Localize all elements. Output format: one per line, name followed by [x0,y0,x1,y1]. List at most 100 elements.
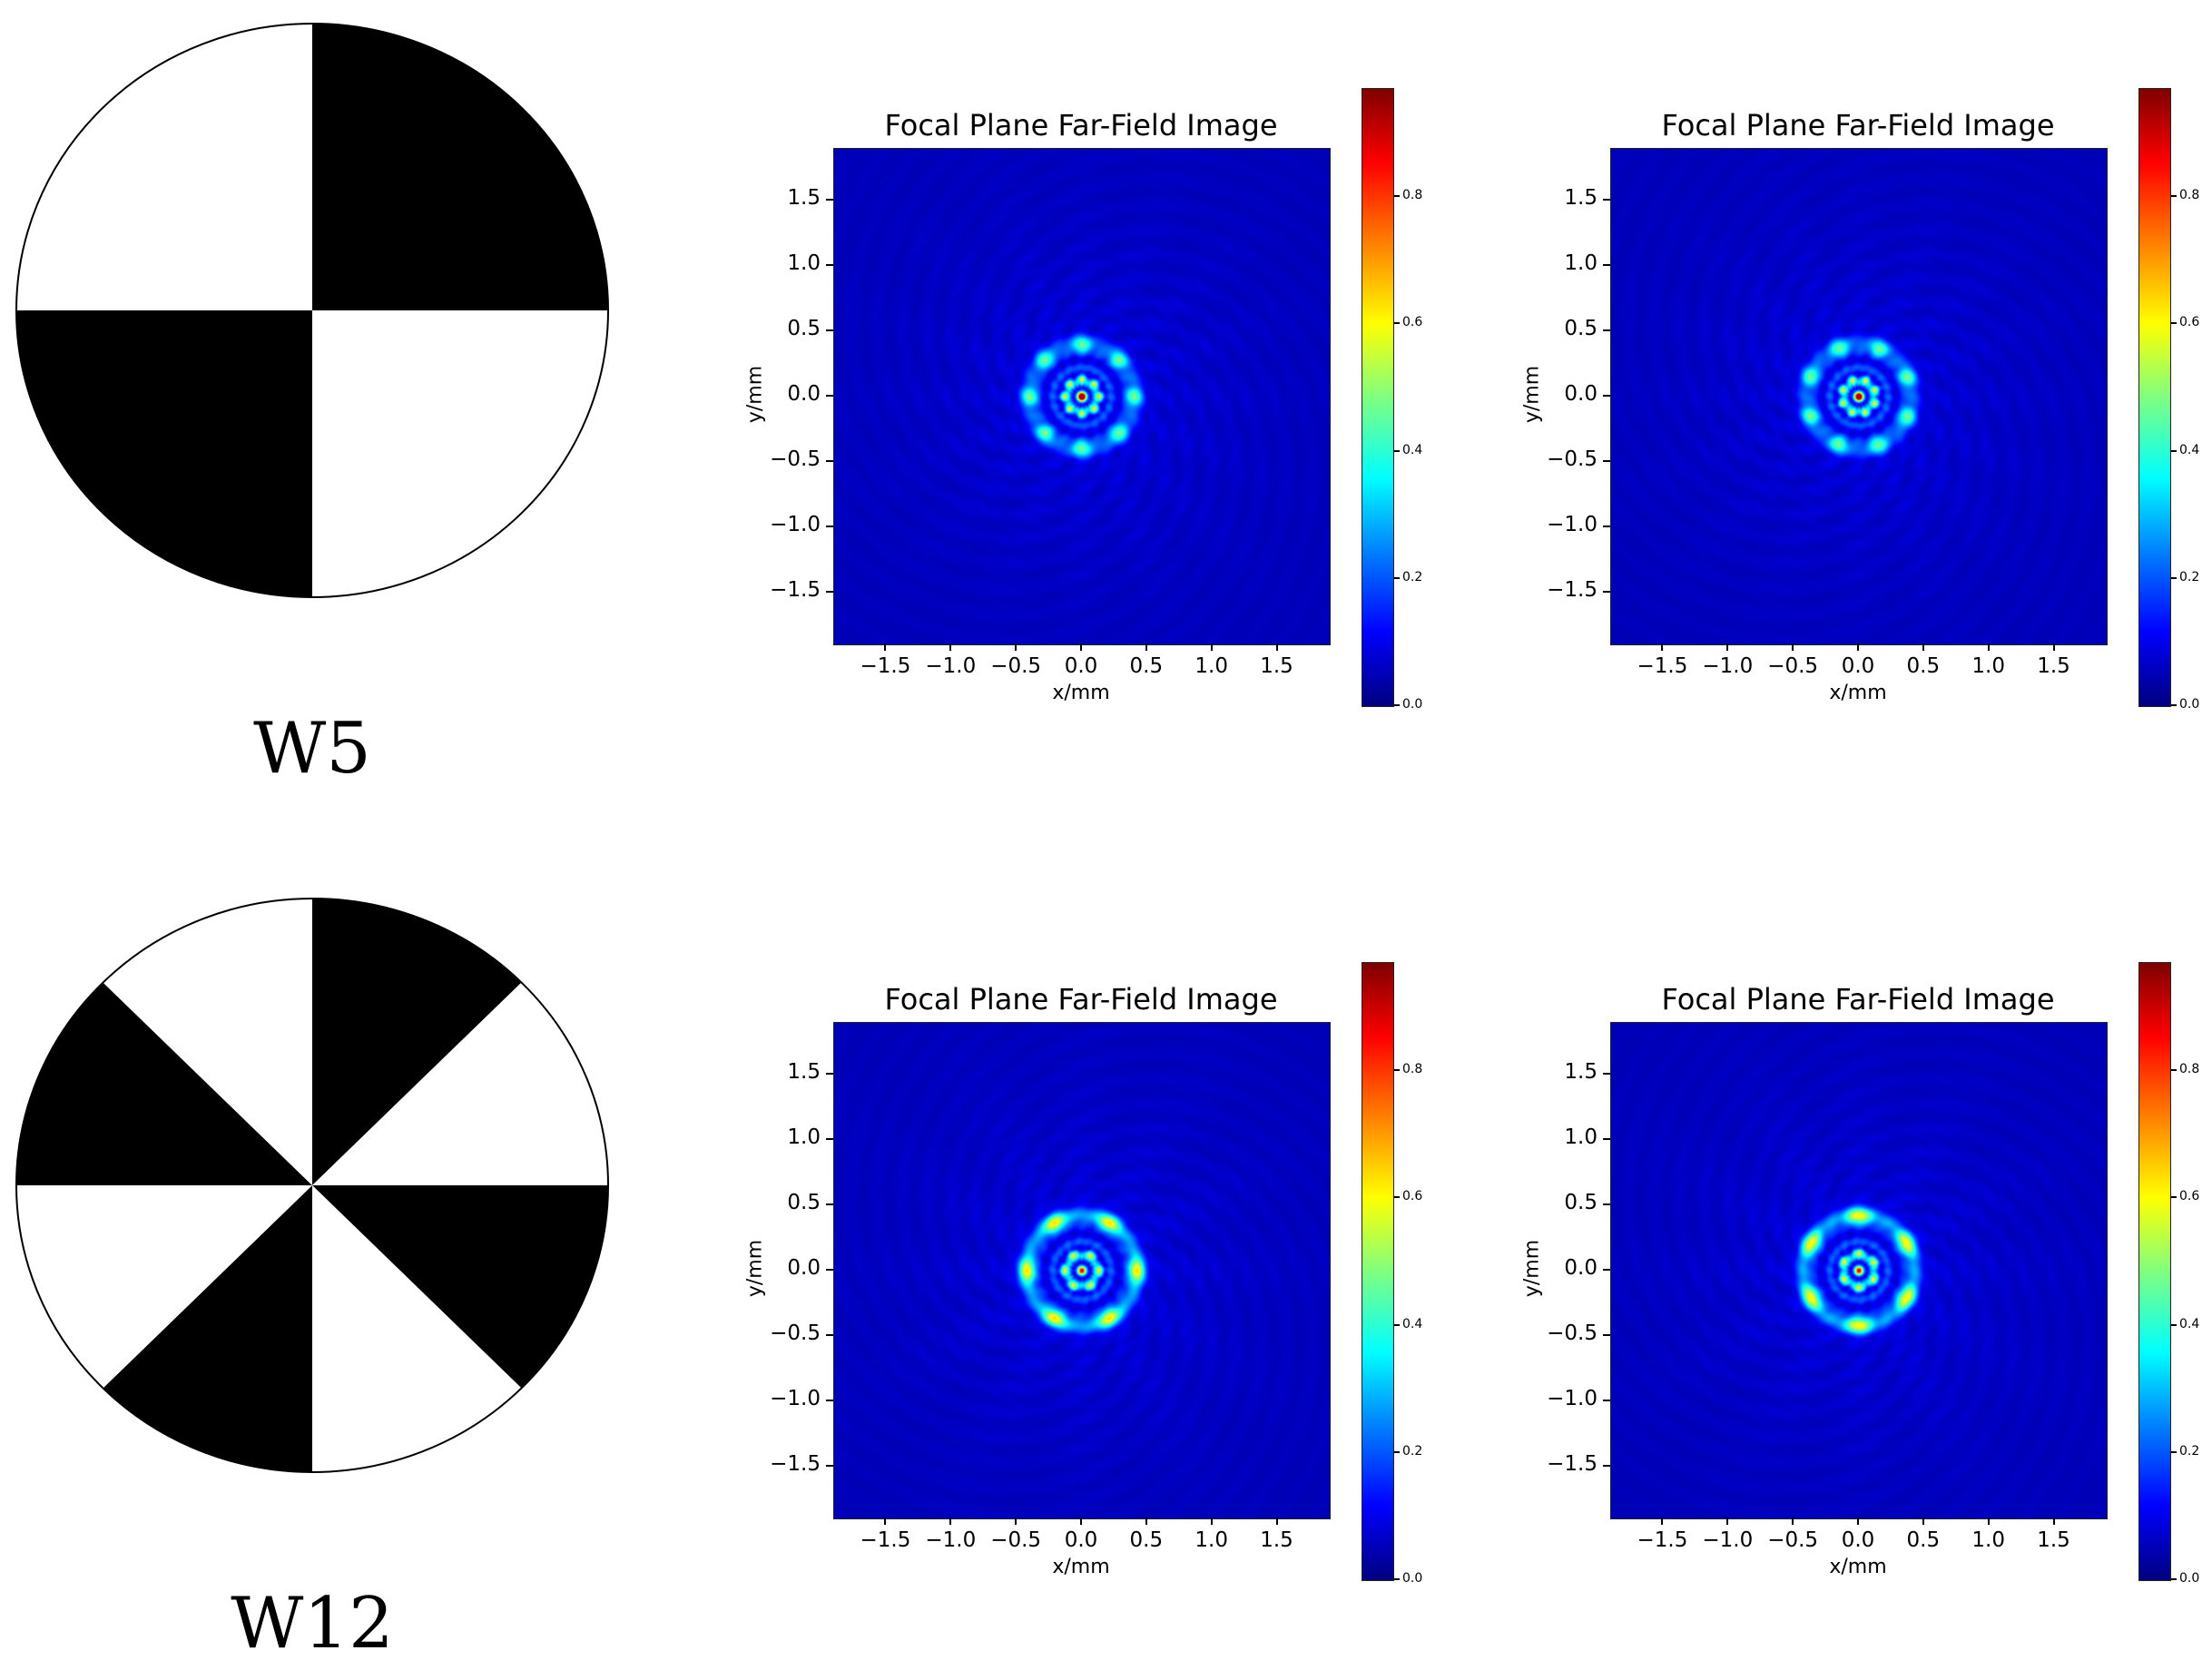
x-tick-mark [2052,1518,2055,1525]
y-tick-mark [826,395,833,397]
x-tick-label: 1.0 [1194,1528,1228,1552]
mask-w5-sector-3 [16,310,312,597]
x-tick-label: −0.5 [990,654,1042,678]
x-tick-label: −1.0 [925,1528,977,1552]
y-tick-label: 1.5 [787,186,821,211]
x-tick-mark [1145,643,1147,651]
y-axis-label: y/mm [743,1239,767,1298]
y-tick-mark [826,264,833,267]
x-tick-mark [1661,643,1664,651]
y-tick-mark [826,1073,833,1076]
y-tick-label: 0.5 [1564,317,1598,341]
y-tick-label: 0.0 [787,1256,821,1280]
y-axis-label: y/mm [1520,365,1544,424]
x-tick-mark [1792,1518,1794,1525]
mask-w5-sector-2 [312,310,608,597]
mask-w5 [13,20,612,601]
y-tick-mark [826,459,833,462]
heatmap-plot [833,1022,1331,1519]
mask-w5-diagram [15,23,609,598]
plot-title: Focal Plane Far-Field Image [884,108,1278,142]
colorbar-tick-mark [2171,1578,2177,1580]
x-tick-label: 0.5 [1129,654,1164,678]
colorbar-tick-mark [1394,576,1400,579]
mask-w5-label: W5 [253,708,371,790]
x-tick-label: 1.5 [1260,654,1293,678]
y-tick-mark [826,329,833,332]
x-tick-label: 1.5 [1260,1528,1293,1552]
y-tick-mark [826,199,833,201]
x-tick-mark [1015,1518,1018,1525]
x-tick-mark [949,643,952,651]
x-axis-label: x/mm [1052,1556,1110,1578]
y-tick-mark [1603,329,1610,332]
heatmap-intensity [1611,1023,2107,1518]
colorbar-tick-mark [2171,322,2177,325]
x-tick-label: −0.5 [990,1528,1042,1552]
x-tick-mark [884,1518,887,1525]
colorbar-tick-label: 0.4 [2179,1316,2200,1331]
y-tick-label: 1.0 [1564,251,1598,276]
y-tick-label: 0.0 [787,382,821,406]
y-tick-mark [1603,1464,1610,1467]
y-tick-mark [1603,1269,1610,1271]
y-tick-mark [1603,264,1610,267]
x-tick-mark [1857,1518,1859,1525]
mask-w12-diagram [15,898,609,1473]
y-tick-mark [826,1464,833,1467]
y-tick-label: −1.0 [1547,1386,1598,1410]
y-tick-label: −1.0 [770,1386,821,1410]
y-tick-label: 1.5 [787,1060,821,1085]
y-tick-label: 0.5 [787,317,821,341]
y-tick-label: 0.5 [787,1191,821,1215]
x-tick-mark [884,643,887,651]
y-tick-label: 1.5 [1564,186,1598,211]
y-axis-label: y/mm [743,365,767,424]
x-tick-mark [2052,643,2055,651]
colorbar-tick-mark [2171,1323,2177,1326]
x-tick-mark [1792,643,1794,651]
x-tick-label: 0.0 [1841,1528,1875,1552]
x-tick-label: −1.0 [1702,1528,1754,1552]
x-tick-mark [1080,1518,1082,1525]
mask-w12-sector-2 [312,982,608,1185]
mask-w5-sector-4 [16,24,312,310]
y-tick-mark [1603,525,1610,527]
y-tick-mark [1603,1203,1610,1206]
colorbar [1362,962,1394,1581]
y-tick-label: −1.5 [1547,577,1598,602]
x-tick-mark [1726,643,1729,651]
y-tick-label: −1.0 [770,512,821,536]
colorbar-tick-label: 0.0 [1402,1571,1423,1586]
colorbar-tick-label: 0.4 [1402,442,1423,457]
colorbar [2138,88,2171,707]
mask-w12-sector-7 [16,982,312,1185]
colorbar-tick-mark [1394,1323,1400,1326]
y-tick-mark [826,1269,833,1271]
colorbar-tick-mark [2171,1450,2177,1453]
colorbar-tick-label: 0.0 [1402,697,1423,712]
colorbar-tick-mark [2171,704,2177,706]
colorbar-tick-mark [2171,449,2177,452]
x-tick-label: −1.5 [860,654,911,678]
x-tick-mark [1726,1518,1729,1525]
y-tick-mark [1603,1138,1610,1141]
colorbar-tick-label: 0.0 [2179,1571,2200,1586]
y-tick-label: −0.5 [1547,447,1598,471]
colorbar-tick-label: 0.6 [1402,1189,1423,1204]
y-tick-mark [1603,199,1610,201]
y-tick-mark [1603,590,1610,593]
colorbar-tick-label: 0.8 [2179,1062,2200,1077]
colorbar-tick-mark [2171,195,2177,198]
mask-w12-sector-5 [103,1185,313,1472]
colorbar-tick-mark [1394,195,1400,198]
plot-title: Focal Plane Far-Field Image [1661,982,2055,1017]
y-tick-label: 1.0 [787,251,821,276]
y-tick-mark [826,590,833,593]
x-tick-label: −0.5 [1767,654,1819,678]
x-tick-mark [1015,643,1018,651]
x-tick-mark [1145,1518,1147,1525]
colorbar-tick-label: 0.6 [2179,315,2200,330]
y-tick-mark [1603,395,1610,397]
y-tick-label: −1.5 [770,1451,821,1476]
